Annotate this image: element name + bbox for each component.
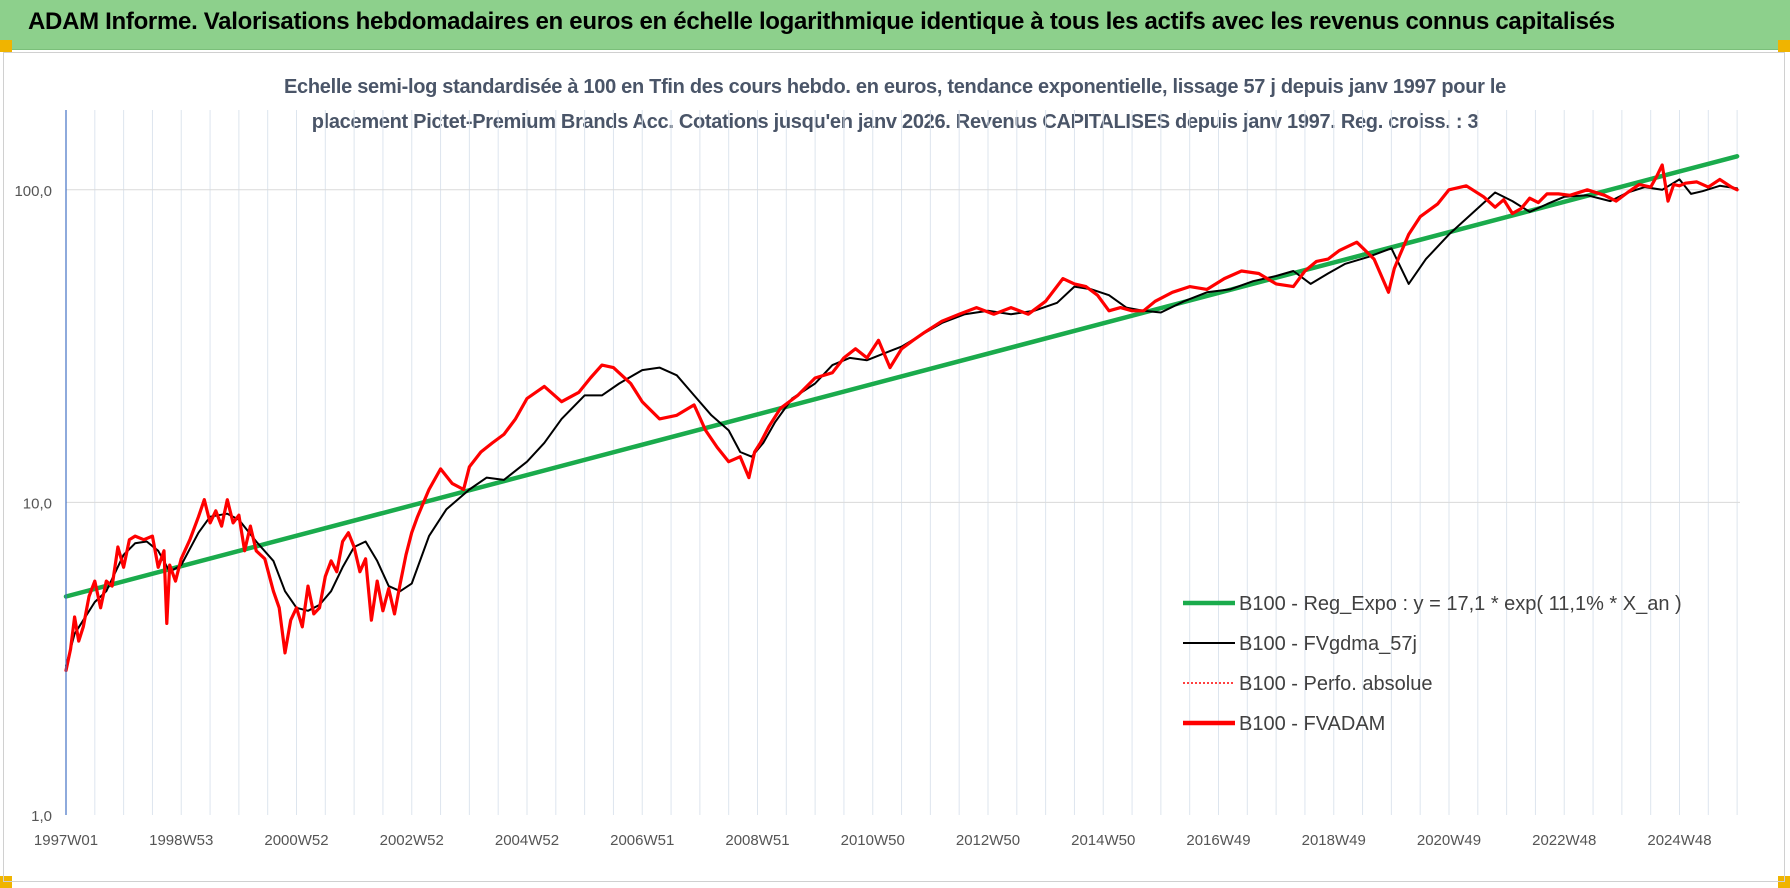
series-line-0	[63, 154, 1740, 599]
chart-title-line-2: placement Pictet-Premium Brands Acc. Cot…	[311, 111, 1479, 133]
x-tick-label: 2002W52	[380, 832, 444, 849]
corner-marker	[1778, 876, 1790, 888]
x-tick-label: 1998W53	[149, 832, 213, 849]
corner-marker	[1778, 40, 1790, 52]
x-tick-label: 2018W49	[1302, 832, 1366, 849]
legend-entry: B100 - Reg_Expo : y = 17,1 * exp( 11,1% …	[1239, 593, 1682, 615]
axes: 1,0 10,0 100,0 1997W01 1998W53 2000W52 2002W52…	[14, 110, 1712, 849]
x-tick-label: 2012W50	[956, 832, 1020, 849]
y-tick-label: 100,0	[14, 183, 52, 200]
x-tick-label: 2008W51	[725, 832, 789, 849]
x-tick-label: 2016W49	[1186, 832, 1250, 849]
y-tick-label: 10,0	[23, 495, 52, 512]
x-tick-label: 2004W52	[495, 832, 559, 849]
legend-entry: B100 - Perfo. absolue	[1239, 673, 1432, 695]
page-title: ADAM Informe. Valorisations hebdomadaire…	[28, 8, 1615, 35]
series-line-3	[64, 163, 1739, 673]
x-tick-label: 2022W48	[1532, 832, 1596, 849]
corner-marker	[0, 40, 12, 52]
x-tick-label: 2010W50	[841, 832, 905, 849]
x-tick-label: 2024W48	[1647, 832, 1711, 849]
plot-series	[63, 154, 1740, 673]
x-tick-label: 2006W51	[610, 832, 674, 849]
chart-title-line-1: Echelle semi-log standardisée à 100 en T…	[284, 76, 1506, 98]
x-tick-label: 2020W49	[1417, 832, 1481, 849]
header-bar: ADAM Informe. Valorisations hebdomadaire…	[0, 0, 1790, 50]
y-tick-label: 1,0	[31, 808, 52, 825]
x-tick-label: 1997W01	[34, 832, 98, 849]
series-line-1	[65, 178, 1739, 667]
legend-entry: B100 - FVADAM	[1239, 713, 1385, 735]
x-tick-label: 2014W50	[1071, 832, 1135, 849]
grid-lines	[66, 110, 1740, 815]
legend-entry: B100 - FVgdma_57j	[1239, 633, 1417, 655]
chart-legend: B100 - Reg_Expo : y = 17,1 * exp( 11,1% …	[1183, 593, 1682, 735]
chart-frame	[3, 52, 1785, 882]
x-tick-label: 2000W52	[264, 832, 328, 849]
